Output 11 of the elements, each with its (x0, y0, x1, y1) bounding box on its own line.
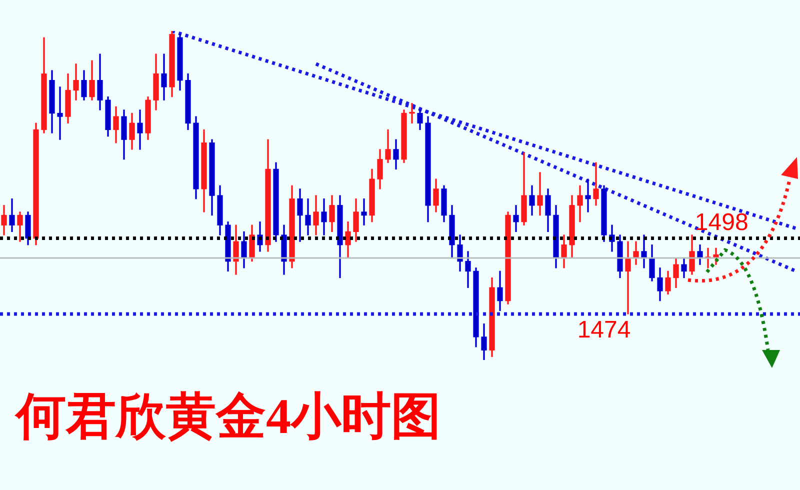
candlestick (625, 241, 631, 314)
candlestick (593, 162, 599, 206)
candlestick (585, 178, 591, 212)
candlestick (361, 198, 367, 226)
annotation: 1474 (577, 316, 631, 344)
candlestick (409, 103, 415, 124)
candlestick (537, 172, 543, 216)
text: 何君欣黄金4小时图 (16, 387, 441, 446)
annotation: 1498 (694, 208, 748, 236)
candlestick (57, 86, 63, 140)
candlestick (137, 110, 143, 150)
